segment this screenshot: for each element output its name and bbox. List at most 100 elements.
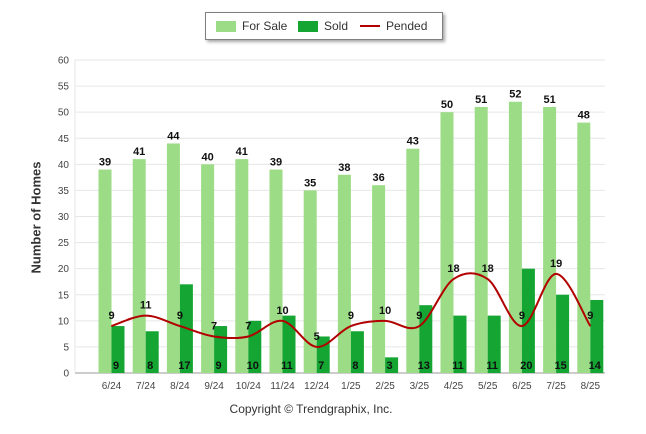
- sold-data-label: 15: [554, 360, 566, 372]
- legend: For Sale Sold Pended: [205, 12, 443, 40]
- for-sale-bar: [166, 143, 180, 373]
- sold-bar: [145, 331, 159, 373]
- for-sale-bar: [372, 185, 386, 373]
- x-tick-label: 2/25: [375, 381, 395, 392]
- legend-item-pended[interactable]: Pended: [360, 19, 427, 33]
- for-sale-data-label: 41: [133, 146, 145, 158]
- sold-data-label: 11: [452, 360, 464, 372]
- legend-item-for-sale[interactable]: For Sale: [216, 19, 287, 33]
- sold-swatch: [298, 20, 318, 32]
- x-tick-label: 8/25: [581, 381, 601, 392]
- y-tick-label: 20: [58, 264, 70, 275]
- pended-point: [418, 325, 420, 327]
- sold-data-label: 7: [318, 360, 324, 372]
- sold-bar: [248, 320, 262, 373]
- for-sale-bar: [201, 164, 215, 373]
- x-tick-label: 6/24: [102, 381, 122, 392]
- pended-data-label: 9: [108, 310, 114, 322]
- data-labels: 3994184417409411039113573883634313501151…: [99, 89, 602, 372]
- sold-data-label: 10: [247, 360, 259, 372]
- pended-data-label: 5: [314, 331, 320, 343]
- pended-point: [111, 325, 112, 327]
- pended-data-label: 18: [482, 263, 494, 275]
- for-sale-bar: [132, 159, 146, 373]
- x-tick-label: 5/25: [478, 381, 498, 392]
- y-axis-label: Number of Homes: [28, 161, 44, 274]
- y-tick-label: 15: [58, 290, 70, 301]
- for-sale-bar: [543, 106, 557, 373]
- for-sale-data-label: 36: [372, 172, 384, 184]
- sold-bar: [556, 294, 570, 373]
- sold-bar: [316, 336, 330, 373]
- sold-data-label: 8: [352, 360, 358, 372]
- sold-bar: [111, 326, 125, 373]
- pended-data-label: 9: [348, 310, 354, 322]
- pended-line-layer: [111, 272, 592, 348]
- for-sale-bar: [98, 169, 112, 373]
- x-tick-label: 10/24: [236, 381, 261, 392]
- x-tick-label: 1/25: [341, 381, 361, 392]
- sold-data-label: 11: [486, 360, 498, 372]
- for-sale-swatch: [216, 20, 236, 32]
- y-tick-label: 10: [58, 316, 70, 327]
- sold-data-label: 9: [113, 360, 119, 372]
- x-tick-label: 4/25: [444, 381, 464, 392]
- y-tick-label: 0: [63, 369, 69, 380]
- pended-point: [282, 320, 283, 322]
- for-sale-bar: [269, 169, 283, 373]
- pended-point: [487, 278, 489, 280]
- pended-data-label: 18: [447, 263, 459, 275]
- for-sale-data-label: 44: [167, 130, 180, 142]
- y-tick-label: 25: [58, 238, 70, 249]
- sold-data-label: 8: [147, 360, 153, 372]
- y-tick-label: 40: [58, 160, 70, 171]
- pended-data-label: 9: [519, 310, 525, 322]
- sold-data-label: 13: [418, 360, 430, 372]
- pended-line: [111, 272, 592, 348]
- x-tick-label: 7/25: [546, 381, 566, 392]
- sold-data-label: 20: [520, 360, 532, 372]
- sold-bar: [487, 315, 501, 373]
- for-sale-data-label: 35: [304, 177, 316, 189]
- x-tick-label: 12/24: [304, 381, 329, 392]
- pended-data-label: 9: [177, 310, 183, 322]
- sold-bar: [590, 299, 604, 373]
- for-sale-data-label: 41: [236, 146, 248, 158]
- pended-point: [179, 325, 181, 327]
- sold-data-label: 17: [178, 360, 190, 372]
- for-sale-data-label: 39: [99, 157, 111, 169]
- legend-label-sold: Sold: [324, 19, 349, 33]
- sold-data-label: 9: [216, 360, 222, 372]
- pended-data-label: 9: [587, 310, 593, 322]
- sold-data-label: 14: [589, 360, 602, 372]
- pended-point: [453, 278, 454, 280]
- legend-item-sold[interactable]: Sold: [298, 19, 348, 33]
- for-sale-bar: [577, 122, 591, 373]
- for-sale-data-label: 48: [578, 110, 590, 122]
- for-sale-data-label: 50: [441, 99, 453, 111]
- pended-data-label: 10: [276, 305, 288, 317]
- for-sale-bar: [474, 106, 488, 373]
- for-sale-data-label: 51: [475, 94, 487, 106]
- pended-data-label: 9: [416, 310, 422, 322]
- for-sale-bar: [337, 174, 351, 373]
- x-tick-label: 7/24: [136, 381, 156, 392]
- x-tick-label: 9/24: [204, 381, 224, 392]
- y-tick-label: 45: [58, 134, 70, 145]
- for-sale-bar: [508, 101, 522, 373]
- for-sale-data-label: 38: [338, 162, 350, 174]
- pended-point: [384, 320, 386, 322]
- pended-swatch: [360, 25, 380, 27]
- legend-label-pended: Pended: [386, 19, 428, 33]
- y-tick-label: 35: [58, 186, 70, 197]
- y-tick-label: 5: [63, 342, 69, 353]
- y-tick-label: 30: [58, 212, 70, 223]
- y-tick-label: 50: [58, 108, 70, 119]
- sold-bar: [350, 331, 364, 373]
- y-tick-label: 55: [58, 82, 70, 93]
- pended-data-label: 7: [211, 320, 217, 332]
- for-sale-bar: [406, 148, 420, 373]
- x-tick-label: 8/24: [170, 381, 190, 392]
- legend-label-for-sale: For Sale: [242, 19, 288, 33]
